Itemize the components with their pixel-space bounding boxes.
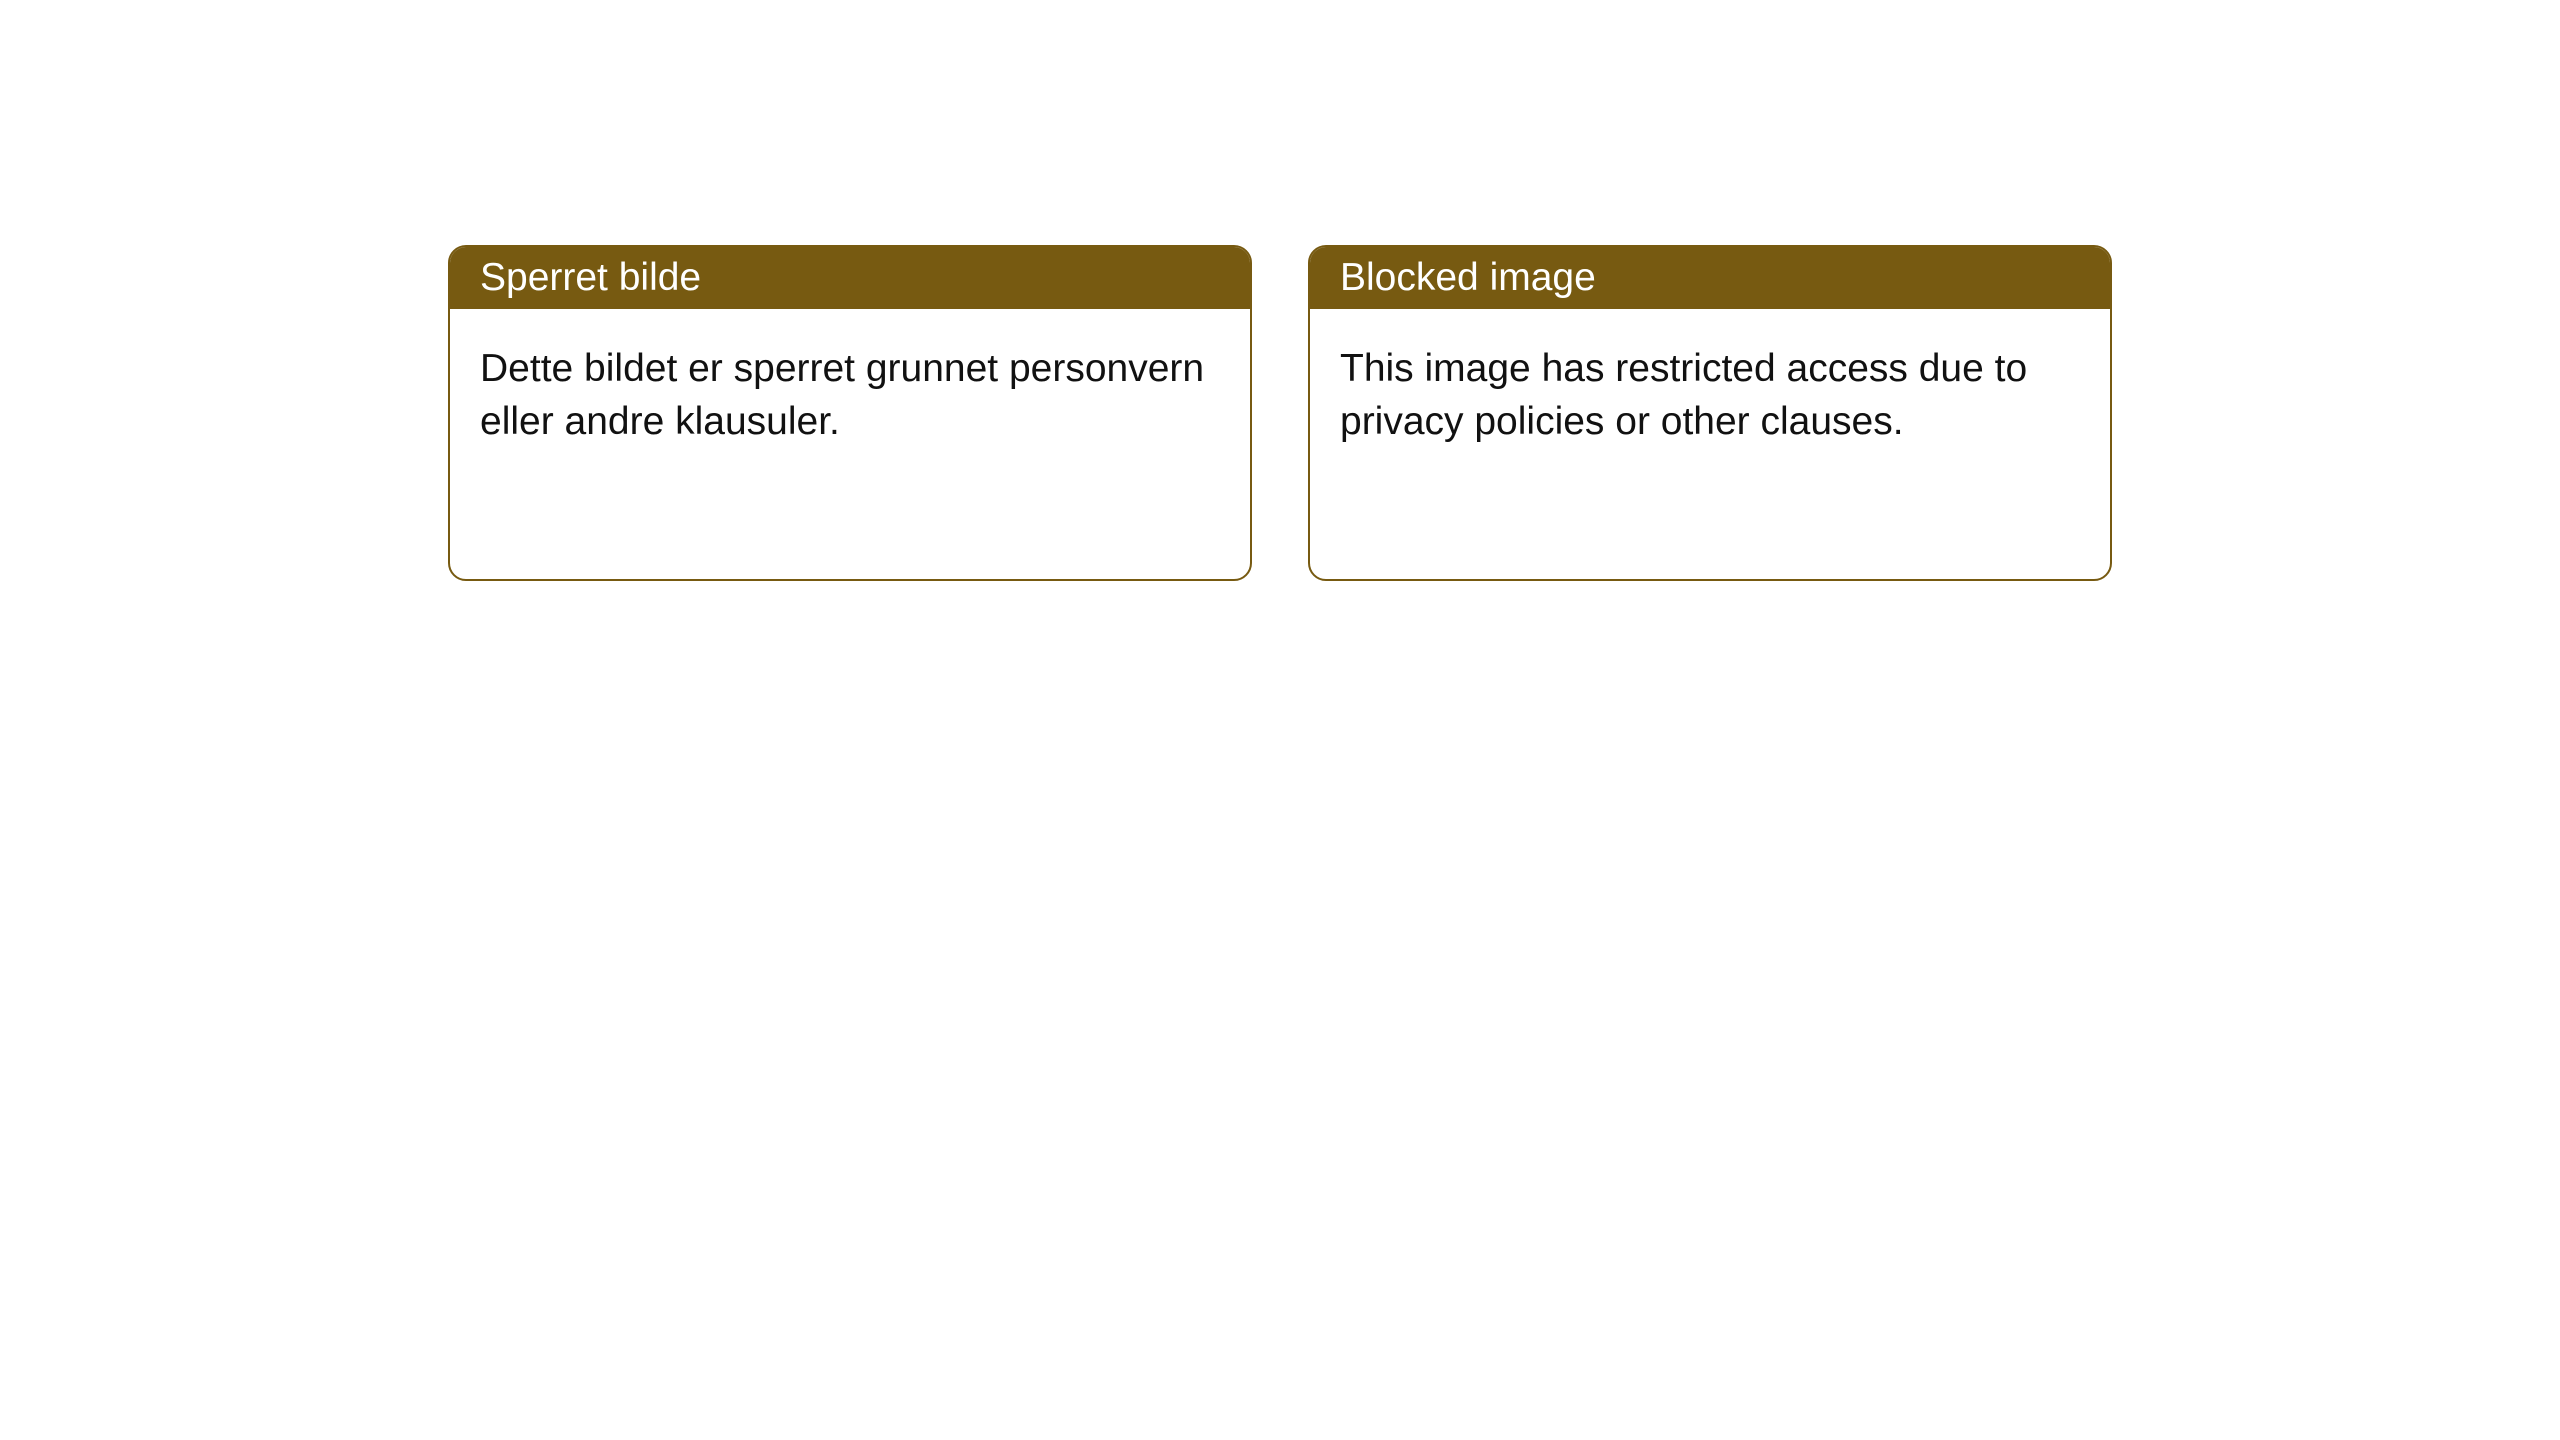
card-header: Blocked image bbox=[1310, 247, 2110, 309]
blocked-image-card-en: Blocked image This image has restricted … bbox=[1308, 245, 2112, 581]
card-body: Dette bildet er sperret grunnet personve… bbox=[450, 309, 1250, 482]
card-body: This image has restricted access due to … bbox=[1310, 309, 2110, 482]
card-container: Sperret bilde Dette bildet er sperret gr… bbox=[0, 0, 2560, 581]
card-title: Sperret bilde bbox=[480, 256, 701, 299]
card-message: This image has restricted access due to … bbox=[1340, 347, 2027, 443]
card-message: Dette bildet er sperret grunnet personve… bbox=[480, 347, 1204, 443]
blocked-image-card-no: Sperret bilde Dette bildet er sperret gr… bbox=[448, 245, 1252, 581]
card-title: Blocked image bbox=[1340, 256, 1596, 299]
card-header: Sperret bilde bbox=[450, 247, 1250, 309]
